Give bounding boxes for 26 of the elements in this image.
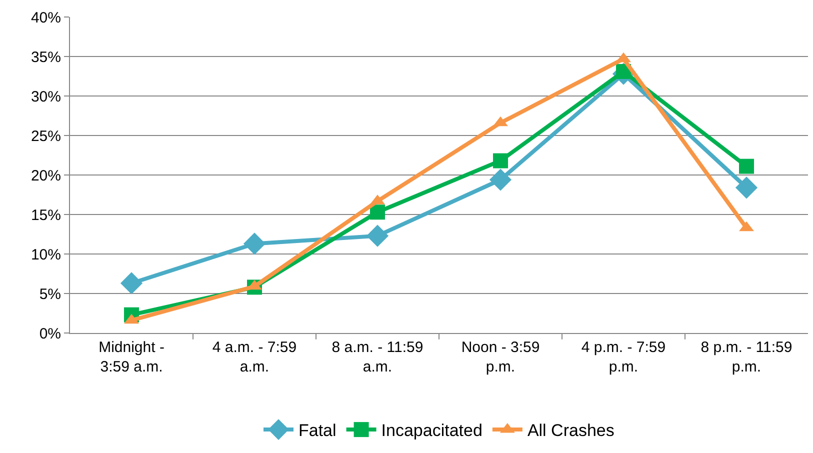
x-tick-label: 4 a.m. - 7:59 a.m. [212, 339, 297, 376]
y-tick-label: 30% [30, 88, 61, 106]
x-tick-label: 8 p.m. - 11:59 p.m. [700, 339, 792, 376]
point [493, 153, 508, 168]
point [739, 158, 754, 174]
point [370, 204, 385, 220]
y-tick-label: 0% [39, 325, 61, 342]
y-tick-label: 15% [30, 206, 61, 224]
y-tick-label: 25% [30, 128, 61, 145]
x-tick-label: 8 a.m. - 11:59 a.m. [332, 339, 424, 376]
legend-label: Fatal [298, 421, 336, 440]
legend-label: Incapacitated [381, 421, 482, 440]
point [735, 176, 758, 199]
x-tick-label: Midnight - 3:59 a.m. [98, 339, 164, 376]
y-tick-label: 5% [39, 286, 61, 303]
y-tick-label: 20% [30, 167, 61, 184]
point [243, 232, 266, 255]
y-tick-label: 35% [30, 48, 61, 66]
point [366, 224, 389, 247]
point [489, 168, 512, 191]
legend-label: All Crashes [527, 421, 614, 440]
y-tick-label: 40% [30, 9, 61, 26]
x-tick-label: 4 p.m. - 7:59 p.m. [581, 339, 666, 376]
y-tick-label: 10% [30, 246, 61, 264]
point [120, 272, 143, 294]
x-tick-label: Noon - 3:59 p.m. [461, 339, 540, 376]
